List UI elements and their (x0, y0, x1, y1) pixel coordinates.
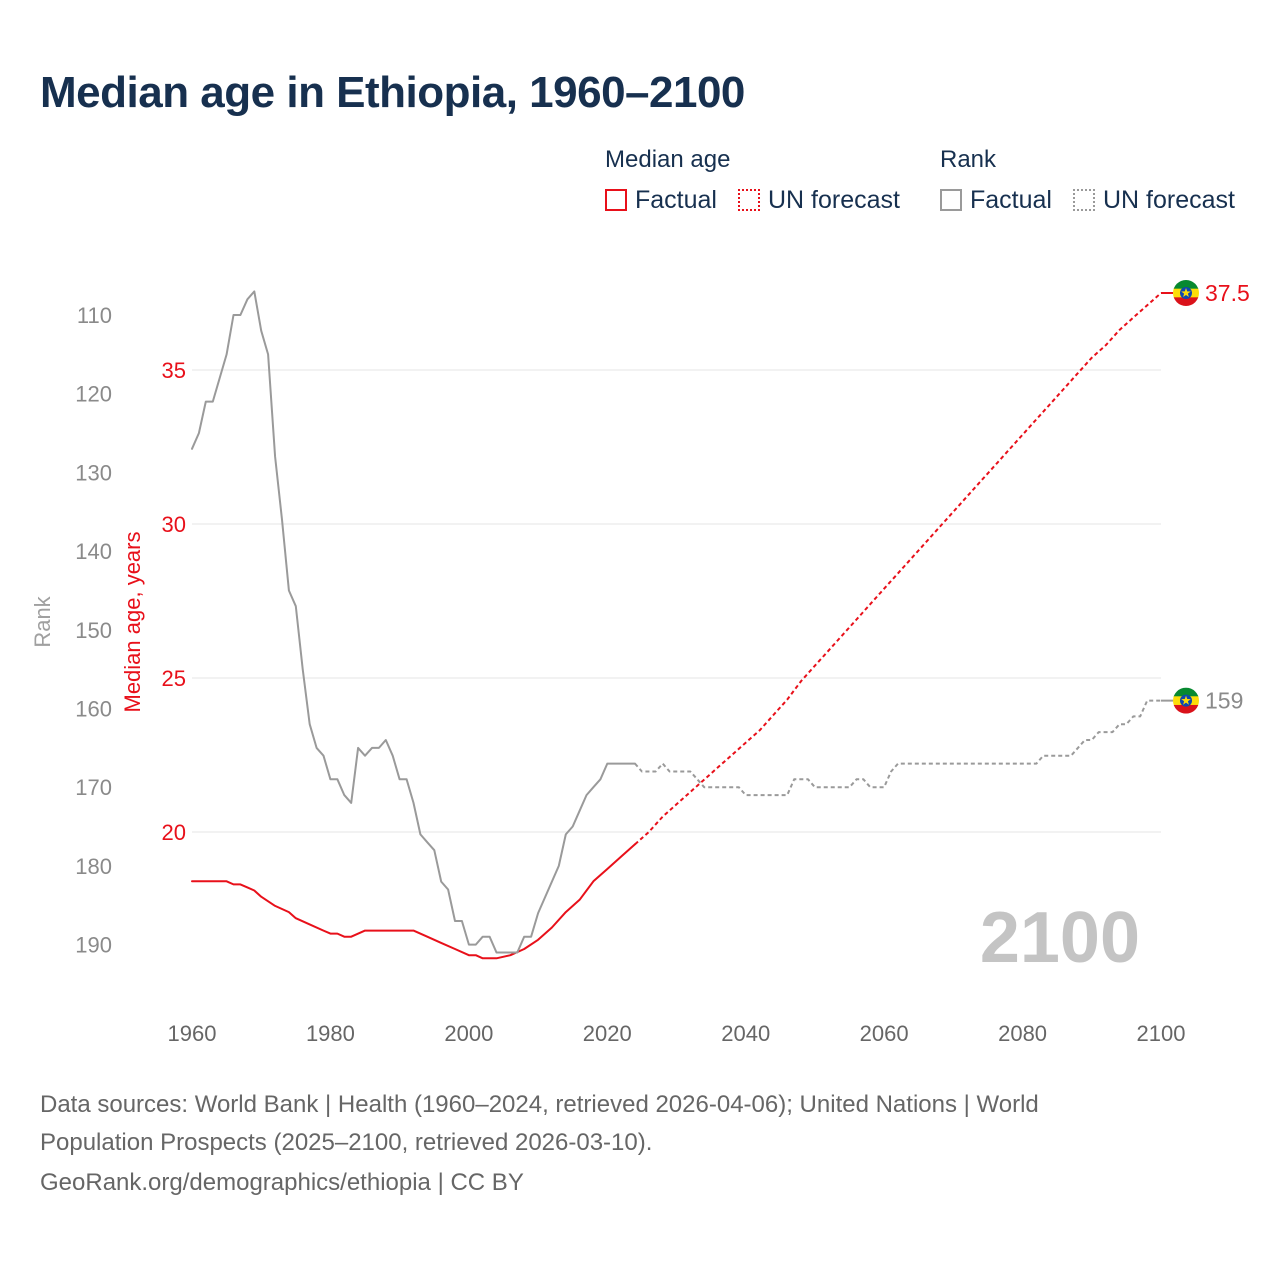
line-chart: 20 25 30 35 110 120 130 140 150 160 170 180 190 1960 1… (30, 280, 1250, 1046)
x-tick-label-2040: 2040 (721, 1021, 770, 1046)
median-tick-label-30: 30 (162, 512, 186, 537)
rank-tick-label-170: 170 (75, 775, 112, 800)
footer-source-line-1: Data sources: World Bank | Health (1960–… (40, 1091, 1039, 1118)
x-tick-label-2100: 2100 (1137, 1021, 1186, 1046)
flag-star (1181, 695, 1191, 705)
flag-stripe-green (1173, 687, 1199, 697)
median-tick-label-25: 25 (162, 666, 186, 691)
footer-source-line-2: Population Prospects (2025–2100, retriev… (40, 1129, 653, 1156)
series-line-rank-factual (191, 290, 636, 954)
rank-tick-label-110: 110 (77, 303, 112, 328)
ethiopia-flag-icon (1173, 280, 1199, 306)
legend-swatch-rank-factual (940, 189, 962, 211)
median-axis-title: Median age, years (120, 532, 145, 713)
legend-rank-title: Rank (940, 146, 997, 173)
legend-swatch-rank-forecast (1073, 189, 1095, 211)
rank-tick-label-190: 190 (75, 933, 112, 958)
rank-tick-label-180: 180 (75, 854, 112, 879)
x-tick-label-2080: 2080 (998, 1021, 1047, 1046)
rank-tick-label-150: 150 (75, 618, 112, 643)
x-tick-label-1980: 1980 (306, 1021, 355, 1046)
series-line-rank-forecast (634, 699, 1161, 797)
median-tick-label-20: 20 (162, 820, 186, 845)
gridlines (192, 369, 1161, 833)
series-line-median-forecast (634, 292, 1162, 846)
series (191, 290, 1162, 960)
rank-tick-label-160: 160 (75, 697, 112, 722)
series-line-median-factual (191, 843, 636, 960)
legend-median-factual[interactable]: Factual (605, 186, 717, 214)
rank-tick-label-140: 140 (75, 539, 112, 564)
chart-title: Median age in Ethiopia, 1960–2100 (40, 68, 745, 117)
legend-rank-factual[interactable]: Factual (940, 186, 1052, 214)
x-tick-label-2020: 2020 (583, 1021, 632, 1046)
legend-median-title: Median age (605, 146, 731, 173)
footer-credit[interactable]: GeoRank.org/demographics/ethiopia | CC B… (40, 1169, 524, 1196)
legend-rank-forecast[interactable]: UN forecast (1073, 186, 1235, 214)
legend-median-forecast[interactable]: UN forecast (738, 186, 900, 214)
legend-label-median-factual: Factual (635, 185, 717, 214)
axes: 20 25 30 35 110 120 130 140 150 160 170 180 190 1960 1… (30, 303, 1185, 1046)
flag-stripe-red (1173, 704, 1199, 714)
legend-swatch-median-forecast (738, 189, 760, 211)
flag-stripe-green (1173, 280, 1199, 290)
flag-stripe-red (1173, 297, 1199, 306)
legend-swatch-median-factual (605, 189, 627, 211)
rank-axis-title: Rank (30, 595, 55, 647)
flag-star (1181, 288, 1191, 297)
ethiopia-flag-icon (1173, 687, 1199, 714)
x-tick-label-2000: 2000 (444, 1021, 493, 1046)
end-markers: 37.5 159 (1161, 280, 1250, 714)
legend-label-rank-forecast: UN forecast (1103, 185, 1235, 214)
median-tick-label-35: 35 (162, 358, 186, 383)
x-tick-label-2060: 2060 (860, 1021, 909, 1046)
x-tick-label-1960: 1960 (168, 1021, 217, 1046)
rank-end-label: 159 (1205, 688, 1243, 714)
rank-tick-label-120: 120 (75, 382, 112, 407)
median-end-label: 37.5 (1205, 280, 1250, 306)
legend-label-rank-factual: Factual (970, 185, 1052, 214)
rank-tick-label-130: 130 (75, 460, 112, 485)
legend-label-median-forecast: UN forecast (768, 185, 900, 214)
year-watermark: 2100 (980, 898, 1140, 978)
